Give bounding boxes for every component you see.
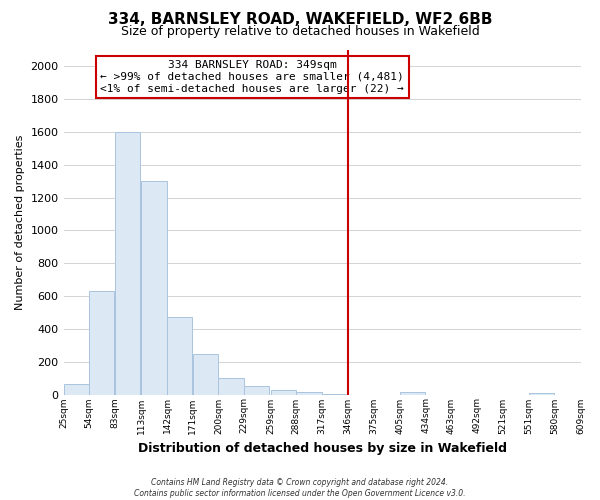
Y-axis label: Number of detached properties: Number of detached properties xyxy=(15,134,25,310)
Bar xyxy=(193,354,218,395)
Bar xyxy=(115,132,140,394)
Bar xyxy=(244,386,269,394)
X-axis label: Distribution of detached houses by size in Wakefield: Distribution of detached houses by size … xyxy=(137,442,506,455)
Text: Size of property relative to detached houses in Wakefield: Size of property relative to detached ho… xyxy=(121,25,479,38)
Text: Contains HM Land Registry data © Crown copyright and database right 2024.
Contai: Contains HM Land Registry data © Crown c… xyxy=(134,478,466,498)
Bar xyxy=(271,390,296,394)
Bar xyxy=(142,181,167,394)
Text: 334, BARNSLEY ROAD, WAKEFIELD, WF2 6BB: 334, BARNSLEY ROAD, WAKEFIELD, WF2 6BB xyxy=(108,12,492,28)
Bar xyxy=(218,378,244,394)
Bar xyxy=(400,392,425,394)
Bar xyxy=(89,291,115,395)
Bar xyxy=(529,393,554,394)
Bar xyxy=(296,392,322,394)
Bar xyxy=(64,384,89,394)
Text: 334 BARNSLEY ROAD: 349sqm
← >99% of detached houses are smaller (4,481)
<1% of s: 334 BARNSLEY ROAD: 349sqm ← >99% of deta… xyxy=(100,60,404,94)
Bar xyxy=(167,318,193,394)
